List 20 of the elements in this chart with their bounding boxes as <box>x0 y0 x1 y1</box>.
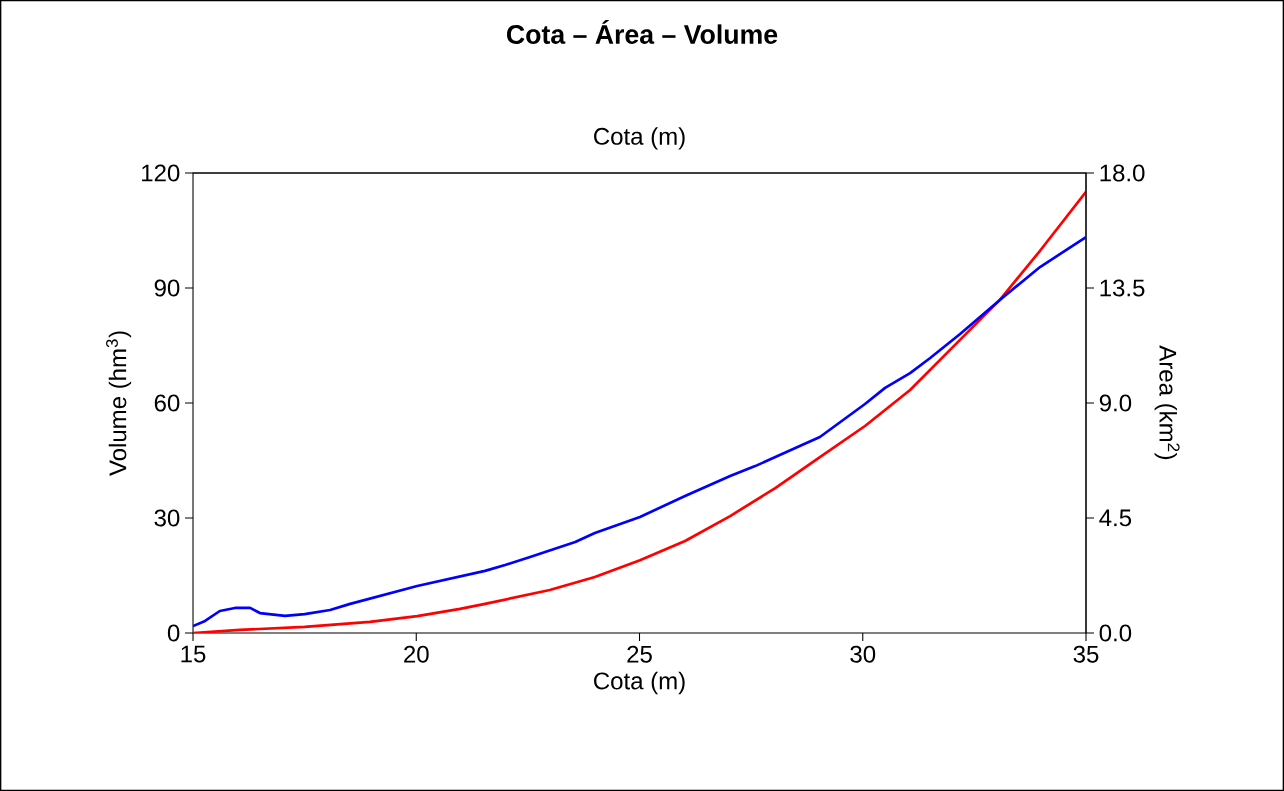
y-tick-label: 120 <box>142 164 180 182</box>
y-tick-label: 30 <box>154 509 180 527</box>
y-tick-label: 90 <box>154 279 180 297</box>
x-tick-label: 25 <box>627 645 652 663</box>
x2-axis-title: Cota (m) <box>594 127 685 150</box>
x-tick-label: 35 <box>1073 645 1099 663</box>
x-tick-label: 20 <box>404 645 429 663</box>
y2-axis-title: Area (km$^{2}$) <box>1154 345 1180 460</box>
y2-tick-label: 0.0 <box>1099 624 1132 642</box>
y-tick-label: 0 <box>167 624 180 642</box>
y2-tick-label: 13.5 <box>1100 279 1145 297</box>
y2-tick-label: 18.0 <box>1100 164 1145 182</box>
x-tick-label: 30 <box>850 645 876 663</box>
y2-tick-label: 4.5 <box>1099 509 1132 527</box>
x-axis-title: Cota (m) <box>594 671 685 695</box>
y-axis-title: Volume (hm$^{3}$) <box>106 331 132 476</box>
x-tick-label: 15 <box>181 645 206 663</box>
y2-tick-label: 9.0 <box>1099 394 1132 412</box>
chart-title: Cota – Área – Volume <box>507 20 778 44</box>
y-tick-label: 60 <box>154 394 180 412</box>
